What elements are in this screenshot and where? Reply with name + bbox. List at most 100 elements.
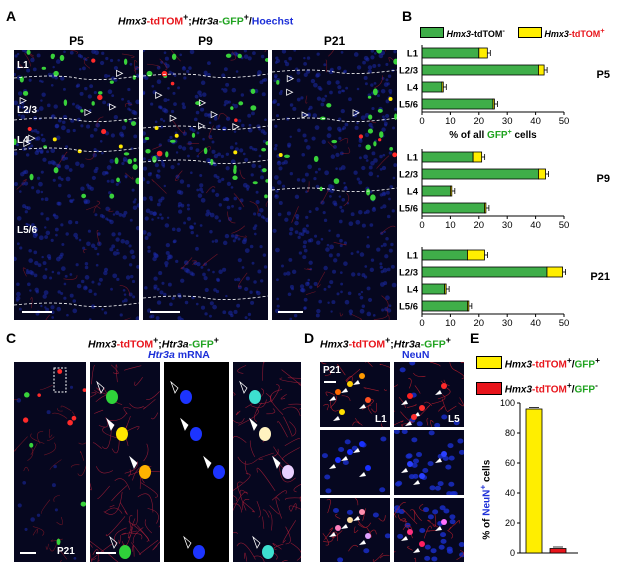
nucleus: [371, 207, 377, 212]
nucleus: [190, 230, 194, 235]
nucleus: [42, 157, 47, 162]
fiber: [262, 509, 270, 518]
nucleus: [380, 206, 383, 210]
nucleus: [317, 167, 321, 171]
fiber: [128, 469, 131, 477]
fiber: [321, 362, 327, 365]
nucleus: [220, 154, 224, 159]
panel-e-legend: Hmx3-tdTOM+/GFP+ Hmx3-tdTOM+/GFP-: [476, 350, 600, 401]
layer-label-d-l1: L1: [375, 414, 387, 425]
nucleus: [83, 199, 88, 204]
nucleus: [178, 144, 183, 150]
micrograph-p9-image: [143, 50, 268, 320]
x-tick-label: 50: [559, 116, 570, 127]
fiber: [108, 208, 114, 213]
nucleus: [72, 299, 77, 303]
nucleus: [46, 103, 51, 108]
nucleus: [249, 290, 253, 294]
nucleus: [326, 243, 330, 247]
nucleus: [248, 318, 251, 320]
nucleus: [16, 52, 20, 56]
nucleus: [149, 315, 153, 319]
nucleus: [458, 542, 464, 548]
nucleus: [332, 269, 337, 274]
fiber: [381, 423, 384, 427]
nucleus: [103, 267, 109, 272]
nucleus: [247, 127, 253, 133]
layer-label-l56: L5/6: [17, 225, 38, 236]
nucleus: [80, 279, 85, 284]
nucleus: [427, 514, 434, 520]
nucleus: [41, 92, 46, 97]
fiber: [327, 141, 335, 148]
nucleus: [363, 75, 368, 80]
nucleus: [441, 414, 448, 420]
arrowhead-marker: [170, 380, 179, 394]
nucleus: [129, 119, 133, 123]
nucleus: [69, 293, 74, 298]
nucleus: [366, 286, 371, 291]
tdtom-cell: [97, 94, 103, 101]
fiber: [254, 402, 262, 423]
nucleus: [111, 94, 115, 98]
category-label: L4: [407, 83, 419, 94]
nucleus: [207, 61, 211, 66]
nucleus: [163, 98, 168, 103]
fiber: [125, 172, 134, 180]
nucleus: [447, 443, 454, 449]
nucleus: [308, 260, 313, 265]
nucleus: [29, 289, 32, 292]
nucleus: [242, 152, 246, 156]
cell-body: [335, 525, 341, 531]
nucleus: [195, 148, 200, 153]
fiber: [341, 395, 351, 402]
nucleus: [427, 461, 434, 467]
layer-boundary: [14, 75, 139, 80]
tdtom-cell: [156, 150, 163, 157]
nucleus: [121, 213, 127, 218]
legend-item-tdtom-only: Hmx3-tdTOM+/GFP-: [476, 375, 600, 400]
arrowhead-marker: [155, 91, 163, 99]
x-tick-label: 40: [530, 116, 541, 127]
nucleus: [233, 130, 237, 133]
nucleus: [190, 171, 193, 175]
nucleus: [379, 262, 383, 266]
arrowhead-marker: [249, 417, 258, 431]
nucleus: [411, 462, 418, 468]
nucleus: [178, 190, 184, 195]
nucleus: [104, 171, 108, 175]
nucleus: [170, 165, 175, 170]
tdtom-cell: [161, 70, 168, 77]
nucleus: [42, 261, 47, 266]
nucleus: [274, 61, 278, 64]
cell-body: [347, 381, 353, 387]
nucleus: [60, 252, 64, 257]
category-label: L1: [407, 153, 419, 164]
fiber: [48, 428, 53, 438]
nucleus: [211, 189, 215, 193]
nucleus: [112, 273, 118, 279]
nucleus: [150, 198, 153, 202]
gfp-cell: [233, 164, 237, 171]
nucleus: [79, 163, 85, 168]
nucleus: [60, 76, 65, 81]
nucleus: [430, 548, 437, 554]
nucleus: [69, 385, 74, 389]
fiber: [119, 502, 128, 515]
nucleus: [264, 118, 267, 122]
scale-bar-d: [324, 381, 336, 383]
nucleus: [232, 239, 236, 243]
gfp-cell: [123, 58, 128, 65]
nucleus: [234, 278, 237, 282]
nucleus: [222, 267, 227, 272]
nucleus: [143, 157, 146, 161]
nucleus: [347, 291, 352, 296]
fiber: [426, 418, 429, 426]
y-tick-label: 0: [510, 548, 515, 558]
nucleus: [34, 260, 39, 266]
nucleus: [153, 276, 158, 281]
nucleus: [32, 230, 37, 235]
fiber: [244, 460, 248, 475]
nucleus: [26, 68, 31, 73]
fiber: [275, 497, 283, 519]
